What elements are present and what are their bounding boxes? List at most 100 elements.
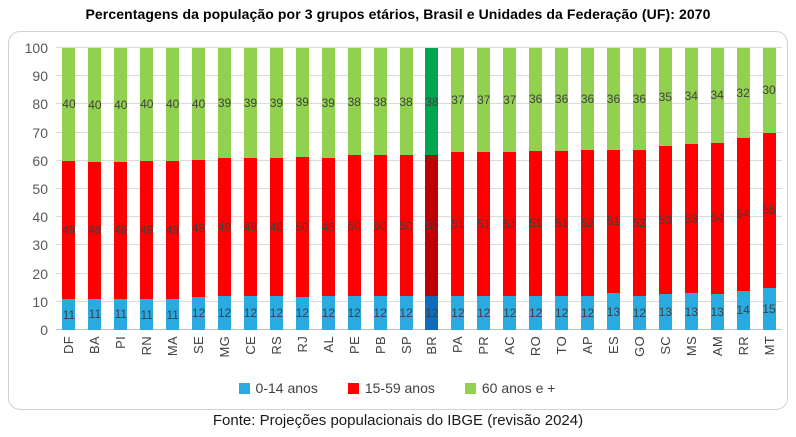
legend-swatch-15-59-icon bbox=[347, 382, 359, 394]
legend-label-60plus: 60 anos e + bbox=[481, 380, 556, 396]
bar-column-BR: 12 50 38 bbox=[425, 48, 439, 330]
bar-column-GO: 12 52 36 bbox=[633, 48, 646, 330]
x-tick-label-text: PB bbox=[372, 336, 388, 354]
x-tick-label-text: SC bbox=[657, 336, 673, 355]
bar-column-PR: 12 51 37 bbox=[477, 48, 490, 330]
bar-value-label: 49 bbox=[269, 220, 284, 235]
legend-item-15-59: 15-59 anos bbox=[347, 380, 435, 396]
bar-segment-CE-15-59anos bbox=[243, 158, 257, 297]
x-tick-label-text: MT bbox=[761, 336, 777, 356]
bar-segment-TO-15-59anos bbox=[555, 150, 569, 296]
x-tick-label-text: RS bbox=[268, 336, 284, 355]
bar-segment-BA-15-59anos bbox=[88, 161, 102, 299]
bar-value-label: 54 bbox=[736, 207, 750, 222]
bar-column-RS: 12 49 39 bbox=[270, 48, 283, 330]
bar-segment-PI-15-59anos bbox=[114, 161, 128, 299]
bar-segment-SE-15-59anos bbox=[192, 159, 206, 297]
bar-segment-PB-0-14anos bbox=[373, 296, 387, 330]
bar-value-label: 40 bbox=[62, 97, 76, 112]
bar-column-RN: 11 49 40 bbox=[140, 48, 153, 330]
x-tick-label-text: GO bbox=[631, 336, 647, 357]
x-tick-label-text: MA bbox=[165, 336, 181, 357]
x-tick-label-text: AC bbox=[502, 336, 518, 355]
bar-value-label: 39 bbox=[217, 96, 232, 110]
bar-value-label: 51 bbox=[606, 214, 621, 229]
legend-item-0-14: 0-14 anos bbox=[238, 380, 318, 396]
bar-segment-RS-0-14anos bbox=[269, 296, 283, 330]
bar-segment-MG-0-14anos bbox=[218, 296, 232, 330]
y-tick-label-0: 0 bbox=[40, 322, 48, 338]
bar-segment-AC-15-59anos bbox=[503, 152, 517, 297]
bar-value-label: 50 bbox=[295, 219, 309, 234]
chart-frame bbox=[8, 31, 788, 410]
bar-value-label: 51 bbox=[477, 217, 491, 232]
bar-segment-RR-15-59anos bbox=[736, 138, 750, 291]
bar-value-label: 11 bbox=[88, 307, 102, 322]
x-tick-label-PB: PB bbox=[367, 336, 393, 378]
bar-value-label: 13 bbox=[606, 304, 621, 319]
bar-value-label: 12 bbox=[554, 305, 569, 320]
bar-segment-RJ-60anose+ bbox=[295, 48, 309, 157]
bar-column-MG: 12 49 39 bbox=[218, 48, 231, 330]
bar-segment-PA-0-14anos bbox=[451, 296, 465, 330]
bar-segment-BA-0-14anos bbox=[88, 298, 102, 330]
bar-value-label: 55 bbox=[762, 203, 776, 218]
bar-value-label: 12 bbox=[580, 306, 595, 321]
bar-column-RJ: 12 50 39 bbox=[296, 48, 309, 330]
bar-value-label: 54 bbox=[710, 211, 724, 226]
bar-segment-RS-15-59anos bbox=[269, 158, 283, 297]
bar-segment-ES-15-59anos bbox=[606, 149, 620, 294]
y-tick-label-70: 70 bbox=[32, 124, 48, 141]
bar-segment-MS-0-14anos bbox=[684, 293, 698, 330]
bar-value-label: 51 bbox=[528, 216, 543, 231]
bar-column-SP: 12 50 38 bbox=[399, 48, 413, 330]
bar-segment-RO-60anose+ bbox=[529, 48, 543, 151]
bar-column-PI: 11 48 40 bbox=[114, 48, 127, 330]
bar-segment-RJ-15-59anos bbox=[295, 156, 309, 297]
bar-column-PB: 12 50 38 bbox=[373, 48, 387, 330]
bar-value-label: 48 bbox=[114, 223, 128, 238]
x-tick-label-RN: RN bbox=[134, 336, 160, 378]
bar-column-DF: 11 49 40 bbox=[62, 48, 76, 330]
bar-column-TO: 12 51 36 bbox=[555, 48, 568, 330]
bar-segment-MA-0-14anos bbox=[166, 298, 180, 330]
bar-value-label: 12 bbox=[347, 306, 361, 321]
x-tick-label-AC: AC bbox=[497, 336, 523, 378]
gridline-70 bbox=[56, 131, 782, 133]
bar-segment-MG-60anose+ bbox=[218, 48, 232, 158]
bar-value-label: 50 bbox=[347, 218, 361, 233]
bar-value-label: 13 bbox=[710, 304, 724, 319]
bar-value-label: 51 bbox=[451, 217, 465, 232]
bar-value-label: 11 bbox=[114, 307, 128, 322]
y-tick-label-40: 40 bbox=[32, 209, 48, 226]
bar-value-label: 34 bbox=[710, 88, 724, 103]
bar-value-label: 48 bbox=[88, 223, 102, 238]
bar-segment-RN-0-14anos bbox=[140, 298, 154, 330]
legend-swatch-0-14-icon bbox=[238, 382, 250, 394]
bar-segment-GO-15-59anos bbox=[632, 149, 646, 297]
bar-segment-AC-60anose+ bbox=[503, 48, 517, 153]
bar-column-MA: 11 49 40 bbox=[166, 48, 179, 330]
bar-value-label: 14 bbox=[736, 303, 750, 318]
x-tick-label-RJ: RJ bbox=[289, 336, 315, 378]
bar-value-label: 11 bbox=[166, 307, 179, 322]
bar-segment-RO-15-59anos bbox=[529, 150, 543, 296]
bar-segment-MT-15-59anos bbox=[762, 132, 776, 288]
bar-column-SC: 13 53 35 bbox=[659, 48, 672, 330]
bar-column-AM: 13 54 34 bbox=[710, 48, 724, 330]
x-tick-label-text: CE bbox=[242, 336, 258, 355]
bar-value-label: 12 bbox=[269, 306, 284, 321]
bar-column-CE: 12 49 39 bbox=[244, 48, 257, 330]
x-tick-label-text: PI bbox=[113, 336, 129, 349]
y-tick-label-60: 60 bbox=[32, 152, 48, 169]
bar-value-label: 15 bbox=[762, 301, 776, 316]
bar-value-label: 39 bbox=[321, 96, 335, 110]
y-tick-label-90: 90 bbox=[32, 68, 48, 85]
x-tick-label-text: AP bbox=[580, 336, 596, 354]
x-tick-label-PR: PR bbox=[471, 336, 497, 378]
bar-segment-PR-60anose+ bbox=[477, 48, 491, 153]
gridline-50 bbox=[56, 188, 782, 189]
bar-value-label: 36 bbox=[632, 91, 647, 106]
y-tick-label-30: 30 bbox=[32, 237, 48, 254]
bar-segment-RN-60anose+ bbox=[140, 48, 154, 161]
